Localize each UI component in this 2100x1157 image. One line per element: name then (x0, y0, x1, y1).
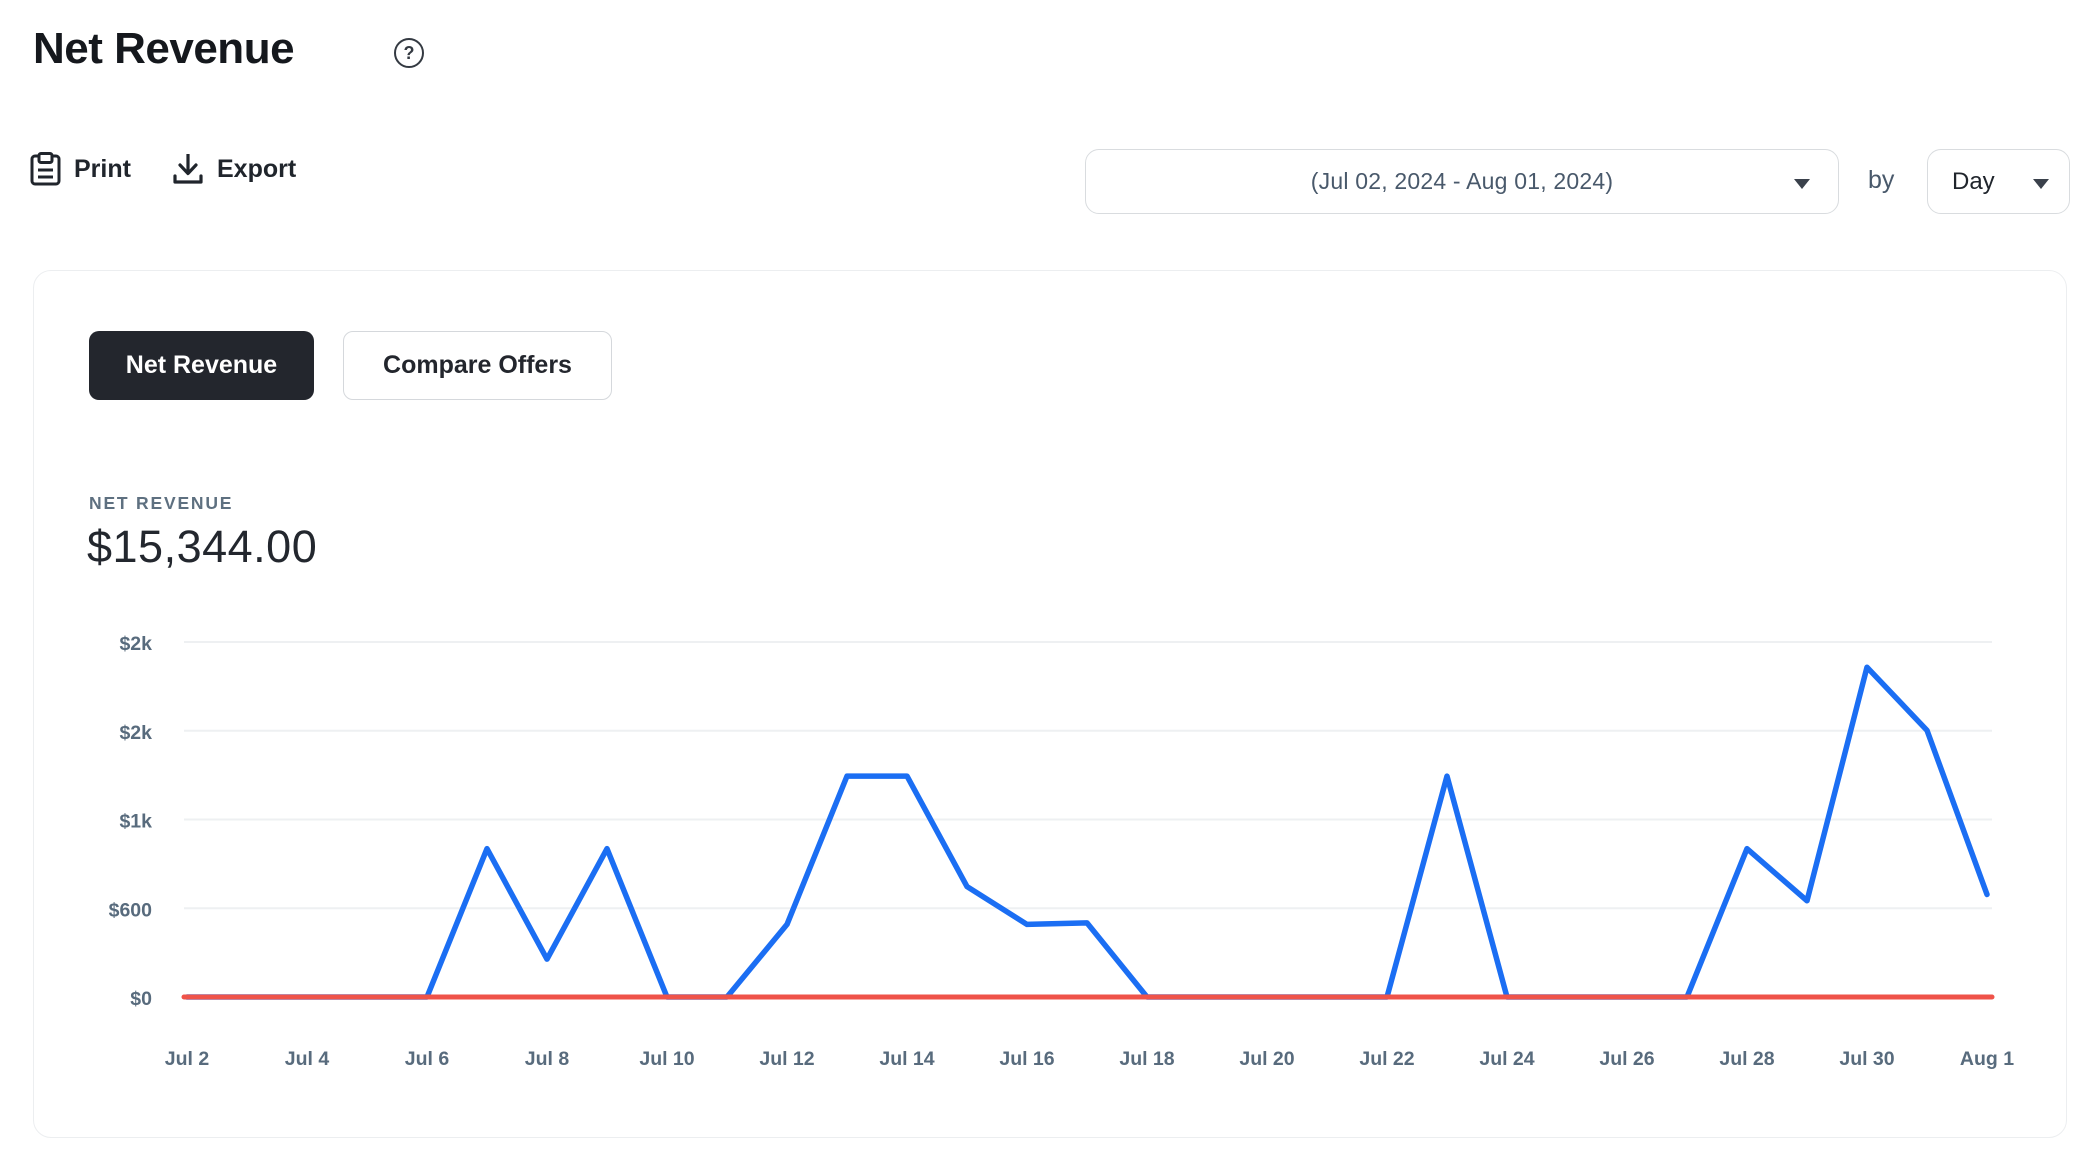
net-revenue-card: Net Revenue Compare Offers NET REVENUE $… (33, 270, 2067, 1138)
svg-text:Jul 22: Jul 22 (1359, 1048, 1414, 1070)
svg-text:Jul 4: Jul 4 (285, 1048, 330, 1070)
export-button[interactable]: Export (172, 152, 296, 186)
chevron-down-icon (1794, 179, 1810, 189)
svg-text:Aug 1: Aug 1 (1960, 1048, 2014, 1070)
svg-text:Jul 18: Jul 18 (1119, 1048, 1174, 1070)
chevron-down-icon (2033, 179, 2049, 189)
granularity-select[interactable]: Day (1927, 149, 2070, 214)
svg-text:$2k: $2k (119, 722, 152, 744)
print-label: Print (74, 154, 131, 183)
svg-text:Jul 14: Jul 14 (879, 1048, 934, 1070)
tab-net-revenue[interactable]: Net Revenue (89, 331, 314, 400)
metric-value: $15,344.00 (87, 521, 318, 572)
svg-text:$1k: $1k (119, 811, 152, 833)
svg-text:Jul 6: Jul 6 (405, 1048, 450, 1070)
svg-text:Jul 24: Jul 24 (1479, 1048, 1534, 1070)
svg-text:Jul 16: Jul 16 (999, 1048, 1054, 1070)
svg-text:Jul 20: Jul 20 (1239, 1048, 1294, 1070)
svg-text:Jul 30: Jul 30 (1839, 1048, 1894, 1070)
date-range-value: (Jul 02, 2024 - Aug 01, 2024) (1310, 168, 1614, 194)
svg-text:$0: $0 (130, 988, 152, 1010)
help-icon[interactable]: ? (394, 38, 424, 68)
print-icon (30, 152, 61, 186)
print-button[interactable]: Print (30, 152, 131, 186)
svg-text:Jul 28: Jul 28 (1719, 1048, 1774, 1070)
granularity-value: Day (1952, 167, 1995, 195)
svg-text:$2k: $2k (119, 633, 152, 655)
by-label: by (1868, 166, 1895, 194)
svg-text:Jul 10: Jul 10 (639, 1048, 694, 1070)
metric-label: NET REVENUE (89, 493, 234, 513)
date-range-select[interactable]: (Jul 02, 2024 - Aug 01, 2024) (1085, 149, 1839, 214)
svg-text:Jul 12: Jul 12 (759, 1048, 814, 1070)
download-icon (172, 152, 204, 186)
svg-text:Jul 2: Jul 2 (165, 1048, 210, 1070)
export-label: Export (217, 154, 297, 183)
help-icon-glyph: ? (403, 42, 415, 63)
svg-text:$600: $600 (109, 899, 153, 921)
tab-compare-offers[interactable]: Compare Offers (343, 331, 612, 400)
page-title: Net Revenue (33, 24, 295, 73)
svg-text:Jul 8: Jul 8 (525, 1048, 570, 1070)
net-revenue-line-chart[interactable]: $2k $2k $1k $600 $0 Jul 2 Jul 4 Jul 6 Jul 8 Jul 1… (0, 600, 2100, 1110)
svg-text:Jul 26: Jul 26 (1599, 1048, 1654, 1070)
